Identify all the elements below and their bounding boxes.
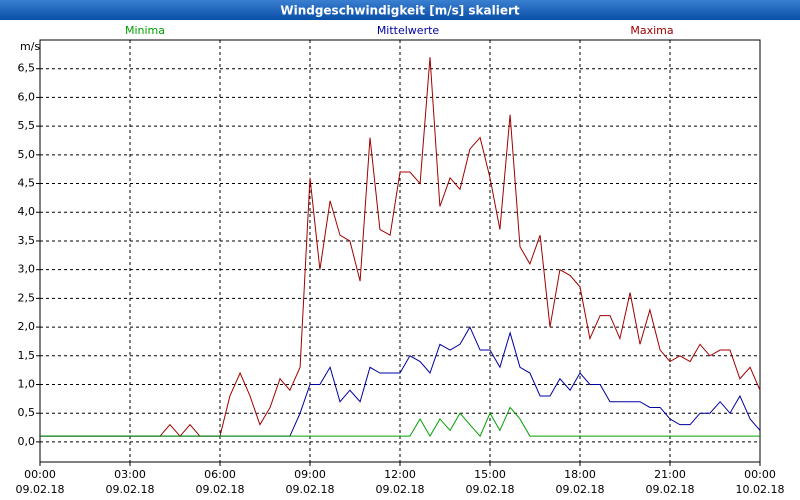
header-bar (0, 0, 800, 20)
x-tick-label: 15:00 (474, 468, 506, 481)
legend-label: Maxima (630, 24, 673, 37)
chart-title: Windgeschwindigkeit [m/s] skaliert (280, 4, 520, 18)
x-tick-label: 00:00 (24, 468, 56, 481)
x-tick-label: 06:00 (204, 468, 236, 481)
x-tick-date: 09.02.18 (286, 483, 335, 496)
x-tick-label: 18:00 (564, 468, 596, 481)
x-tick-label: 03:00 (114, 468, 146, 481)
y-tick-label: 1,5 (18, 349, 36, 362)
x-tick-date: 09.02.18 (16, 483, 65, 496)
y-tick-label: 1,0 (18, 377, 36, 390)
y-tick-label: 2,0 (18, 320, 36, 333)
x-tick-date: 09.02.18 (376, 483, 425, 496)
legend-label: Minima (125, 24, 165, 37)
y-tick-label: 6,0 (18, 90, 36, 103)
x-tick-date: 10.02.18 (736, 483, 785, 496)
y-tick-label: 2,5 (18, 291, 36, 304)
x-tick-label: 00:00 (744, 468, 776, 481)
x-tick-label: 21:00 (654, 468, 686, 481)
y-tick-label: 0,5 (18, 406, 36, 419)
x-tick-date: 09.02.18 (646, 483, 695, 496)
x-tick-date: 09.02.18 (466, 483, 515, 496)
y-axis-label: m/s (20, 40, 40, 53)
y-tick-label: 3,0 (18, 263, 36, 276)
y-tick-label: 0,0 (18, 435, 36, 448)
y-tick-label: 3,5 (18, 234, 36, 247)
legend-label: Mittelwerte (377, 24, 440, 37)
x-tick-date: 09.02.18 (106, 483, 155, 496)
y-tick-label: 5,0 (18, 148, 36, 161)
y-tick-label: 4,5 (18, 177, 36, 190)
x-tick-label: 12:00 (384, 468, 416, 481)
x-tick-label: 09:00 (294, 468, 326, 481)
x-tick-date: 09.02.18 (196, 483, 245, 496)
y-tick-label: 6,5 (18, 62, 36, 75)
data-line (40, 406, 760, 438)
y-tick-label: 4,0 (18, 205, 36, 218)
x-tick-date: 09.02.18 (556, 483, 605, 496)
y-tick-label: 5,5 (18, 119, 36, 132)
